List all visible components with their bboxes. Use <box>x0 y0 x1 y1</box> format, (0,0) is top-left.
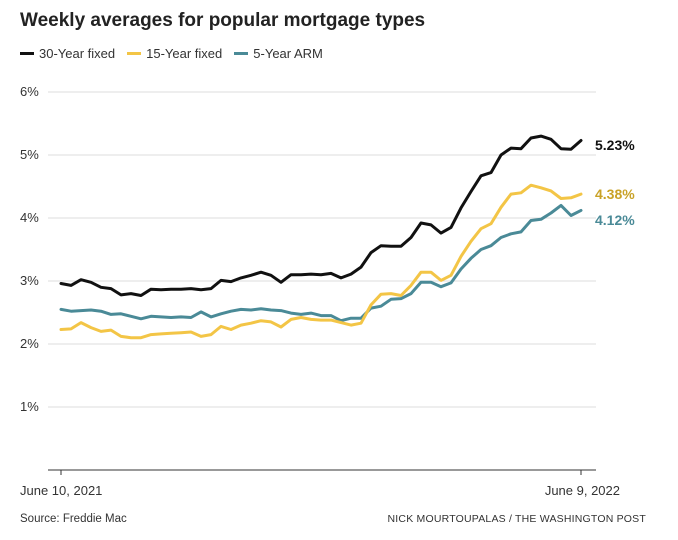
legend-label: 5-Year ARM <box>253 46 323 61</box>
y-tick-label: 1% <box>20 399 39 414</box>
end-value-label: 4.12% <box>595 212 635 228</box>
y-tick-label: 4% <box>20 210 39 225</box>
source-note: Source: Freddie Mac <box>20 513 127 525</box>
x-tick-label: June 9, 2022 <box>545 483 620 498</box>
byline: NICK MOURTOUPALAS / THE WASHINGTON POST <box>387 513 646 525</box>
legend: 30-Year fixed 15-Year fixed 5-Year ARM <box>20 46 335 61</box>
chart-title: Weekly averages for popular mortgage typ… <box>20 10 426 31</box>
series-line-30-year-fixed <box>59 134 583 297</box>
end-value-label: 4.38% <box>595 186 635 202</box>
legend-swatch <box>20 52 34 55</box>
x-tick-label: June 10, 2021 <box>20 483 102 498</box>
y-tick-label: 3% <box>20 273 39 288</box>
legend-label: 30-Year fixed <box>39 46 116 61</box>
y-tick-label: 5% <box>20 147 39 162</box>
end-value-label: 5.23% <box>595 137 635 153</box>
y-tick-label: 6% <box>20 84 39 99</box>
legend-swatch <box>234 52 249 55</box>
y-tick-label: 2% <box>20 336 39 351</box>
legend-item: 30-Year fixed <box>20 46 115 61</box>
series-line-5-year-arm <box>59 203 583 323</box>
legend-swatch <box>127 52 142 55</box>
legend-item: 5-Year ARM <box>234 46 323 61</box>
series-line-15-year-fixed <box>59 183 583 340</box>
legend-label: 15-Year fixed <box>146 46 223 61</box>
legend-item: 15-Year fixed <box>127 46 222 61</box>
